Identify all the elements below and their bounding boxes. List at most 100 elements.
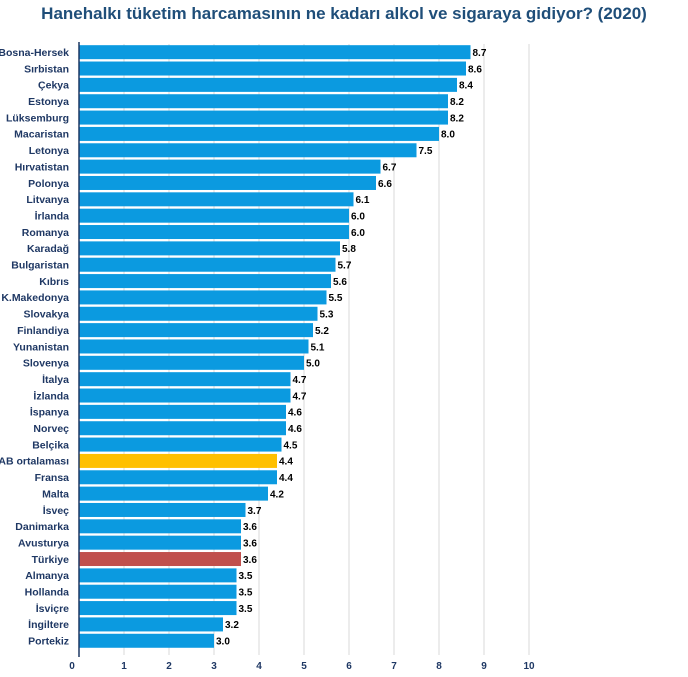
- category-label: İtalya: [42, 373, 69, 386]
- x-tick-label: 0: [69, 661, 75, 672]
- bar: [79, 94, 448, 109]
- data-label: 6.7: [383, 162, 397, 173]
- category-label: İngiltere: [28, 618, 69, 631]
- category-label: Bosna-Hersek: [0, 47, 69, 59]
- data-label: 5.8: [342, 244, 356, 255]
- category-label: Slovakya: [23, 309, 69, 321]
- category-label: Malta: [42, 488, 69, 500]
- data-label: 8.2: [450, 113, 464, 124]
- category-label: Kıbrıs: [39, 276, 69, 288]
- data-label: 6.0: [351, 228, 365, 239]
- bar: [79, 290, 327, 305]
- bar: [79, 372, 291, 387]
- data-label: 4.5: [284, 440, 298, 451]
- category-label: Sırbistan: [24, 63, 69, 75]
- bar: [79, 552, 241, 567]
- category-label: İrlanda: [35, 209, 70, 222]
- data-label: 8.6: [468, 64, 482, 75]
- data-label: 3.0: [216, 637, 230, 648]
- data-label: 8.0: [441, 130, 455, 141]
- bar: [79, 601, 237, 616]
- data-label: 8.7: [473, 48, 487, 59]
- x-tick-label: 8: [436, 661, 442, 672]
- category-label: Belçika: [32, 439, 69, 451]
- bar: [79, 535, 241, 550]
- bar: [79, 453, 277, 468]
- bar: [79, 421, 286, 436]
- category-label: Hırvatistan: [15, 161, 69, 173]
- bar: [79, 404, 286, 419]
- bar: [79, 519, 241, 534]
- bar: [79, 143, 417, 158]
- bar: [79, 192, 354, 207]
- category-label: Polonya: [28, 178, 69, 190]
- category-label: Fransa: [35, 472, 70, 484]
- category-label: Slovenya: [23, 358, 69, 370]
- bar: [79, 274, 331, 289]
- category-label: Portekiz: [28, 636, 69, 648]
- data-label: 3.2: [225, 620, 239, 631]
- data-label: 5.1: [311, 342, 325, 353]
- data-label: 4.7: [293, 375, 307, 386]
- data-label: 5.2: [315, 326, 329, 337]
- category-label: K.Makedonya: [1, 292, 69, 304]
- data-label: 3.5: [239, 571, 253, 582]
- chart-title: Hanehalkı tüketim harcamasının ne kadarı…: [41, 4, 647, 23]
- axes: 0 1 2 3 4 5 6 7 8 9 10: [69, 42, 535, 672]
- bars: [79, 45, 471, 648]
- category-label: Çekya: [38, 80, 69, 92]
- bar: [79, 257, 336, 272]
- data-label: 6.0: [351, 211, 365, 222]
- bar: [79, 388, 291, 403]
- category-label: Avusturya: [18, 537, 69, 549]
- bar: [79, 437, 282, 452]
- data-label: 4.6: [288, 424, 302, 435]
- bar: [79, 633, 214, 648]
- data-label: 8.4: [459, 81, 473, 92]
- data-label: 3.6: [243, 538, 257, 549]
- x-tick-label: 2: [166, 661, 172, 672]
- bar: [79, 126, 439, 141]
- bar: [79, 584, 237, 599]
- data-label: 5.5: [329, 293, 343, 304]
- category-label: Yunanistan: [13, 341, 69, 353]
- x-tick-label: 3: [211, 661, 217, 672]
- category-label: Almanya: [25, 570, 69, 582]
- category-label: Hollanda: [25, 587, 69, 599]
- bar: [79, 225, 349, 240]
- x-tick-label: 6: [346, 661, 352, 672]
- data-label: 4.2: [270, 489, 284, 500]
- category-label: Romanya: [22, 227, 69, 239]
- bar: [79, 159, 381, 174]
- bar: [79, 323, 313, 338]
- category-label: Norveç: [33, 423, 69, 435]
- data-label: 4.4: [279, 473, 293, 484]
- x-tick-label: 10: [523, 661, 535, 672]
- data-label: 6.6: [378, 179, 392, 190]
- bar: [79, 502, 246, 517]
- bar: [79, 110, 448, 125]
- category-label: Lüksemburg: [6, 112, 69, 124]
- data-label: 3.6: [243, 522, 257, 533]
- data-label: 3.6: [243, 555, 257, 566]
- category-label: Danimarka: [15, 521, 69, 533]
- data-label: 5.3: [320, 310, 334, 321]
- data-label: 5.6: [333, 277, 347, 288]
- bar: [79, 617, 223, 632]
- data-label: 7.5: [419, 146, 433, 157]
- data-label: 3.5: [239, 588, 253, 599]
- data-label: 4.6: [288, 408, 302, 419]
- category-label: İzlanda: [33, 389, 69, 402]
- category-label: İsviçre: [36, 602, 69, 615]
- x-tick-label: 4: [256, 661, 262, 672]
- data-label: 4.7: [293, 391, 307, 402]
- data-label: 3.7: [248, 506, 262, 517]
- x-tick-label: 9: [481, 661, 487, 672]
- data-label: 4.4: [279, 457, 293, 468]
- bar: [79, 470, 277, 485]
- bar: [79, 175, 376, 190]
- x-tick-label: 7: [391, 661, 397, 672]
- category-label: Finlandiya: [17, 325, 69, 337]
- bar: [79, 568, 237, 583]
